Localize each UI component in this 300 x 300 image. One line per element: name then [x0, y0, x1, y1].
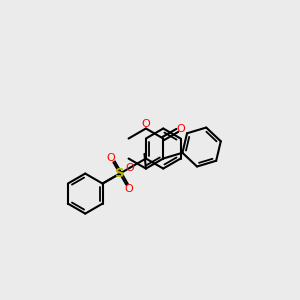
- Text: S: S: [115, 167, 125, 180]
- Text: O: O: [176, 124, 185, 134]
- Text: O: O: [107, 153, 116, 163]
- Text: O: O: [142, 119, 150, 129]
- Text: O: O: [124, 184, 133, 194]
- Text: O: O: [125, 163, 134, 173]
